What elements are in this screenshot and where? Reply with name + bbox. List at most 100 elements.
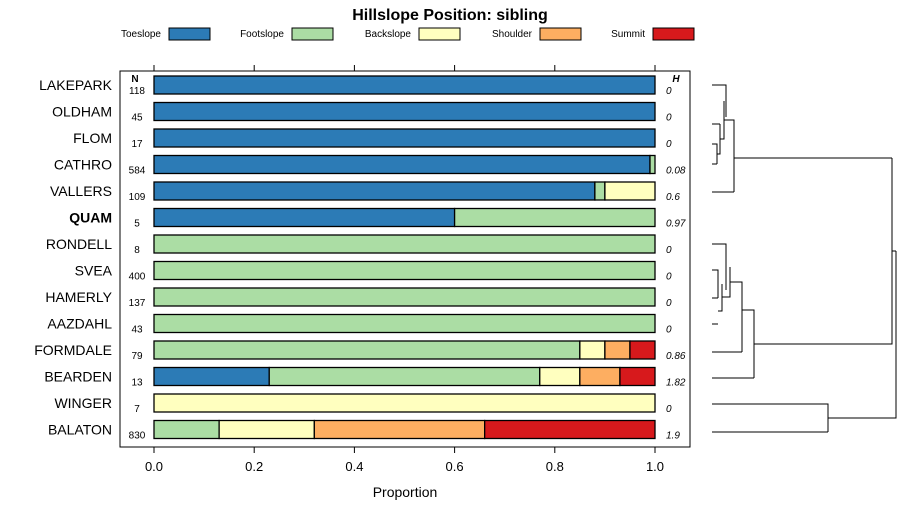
x-tick-label: 0.8 — [546, 459, 564, 474]
row-label: OLDHAM — [52, 104, 112, 120]
bar-segment-footslope — [594, 181, 606, 201]
row-label: FLOM — [73, 130, 112, 146]
row-h: 0 — [666, 298, 672, 309]
row-n: 830 — [129, 431, 146, 442]
row-label: BALATON — [48, 422, 112, 438]
bar-segment-footslope — [153, 340, 581, 360]
legend-label-backslope: Backslope — [365, 29, 412, 40]
row-vallers: VALLERS 109 0.6 — [50, 181, 680, 203]
row-label: AAZDAHL — [47, 316, 112, 332]
dendrogram — [712, 84, 897, 433]
dendrogram-branches — [712, 84, 897, 433]
h-column-header: H — [672, 74, 680, 85]
bar-segment-toeslope — [153, 154, 651, 175]
bar-segment-footslope — [453, 207, 656, 228]
row-n: 79 — [131, 351, 143, 362]
bar-segment-footslope — [153, 260, 656, 281]
x-axis: 0.0 0.2 0.4 0.6 0.8 1.0 — [145, 65, 664, 474]
row-svea: SVEA 400 0 — [75, 260, 672, 283]
row-n: 43 — [131, 325, 143, 336]
bar-segment-toeslope — [153, 128, 656, 148]
row-h: 0 — [666, 404, 672, 415]
bar-segment-shoulder — [579, 366, 621, 387]
x-tick-label: 0.4 — [345, 459, 363, 474]
row-label: FORMDALE — [34, 342, 112, 358]
row-h: 0.86 — [666, 351, 686, 362]
row-n: 45 — [131, 113, 143, 124]
row-n: 118 — [129, 86, 145, 97]
chart-title: Hillslope Position: sibling — [352, 7, 548, 24]
x-tick-label: 1.0 — [646, 459, 664, 474]
row-n: 400 — [129, 272, 146, 283]
bar-segment-footslope — [153, 419, 220, 440]
row-h: 0.6 — [666, 192, 680, 203]
bar-segment-toeslope — [153, 101, 656, 122]
bar-segment-summit — [629, 340, 656, 360]
legend-label-toeslope: Toeslope — [121, 29, 161, 40]
row-n: 13 — [131, 378, 143, 389]
row-label: LAKEPARK — [39, 77, 113, 93]
bar-segment-footslope — [153, 313, 656, 334]
row-h: 0 — [666, 325, 672, 336]
legend-swatch-footslope — [291, 27, 334, 41]
row-flom: FLOM 17 0 — [73, 128, 672, 150]
row-n: 5 — [134, 219, 140, 230]
row-hamerly: HAMERLY 137 0 — [45, 287, 672, 309]
row-n: 584 — [129, 166, 146, 177]
row-n: 109 — [129, 192, 146, 203]
row-h: 0 — [666, 139, 672, 150]
bar-segment-backslope — [539, 366, 581, 387]
bar-segment-footslope — [268, 366, 541, 387]
bar-segment-toeslope — [153, 181, 596, 201]
bar-segment-shoulder — [313, 419, 486, 440]
row-h: 0 — [666, 245, 672, 256]
row-h: 1.9 — [666, 431, 680, 442]
row-quam: QUAM 5 0.97 — [69, 207, 686, 230]
bar-rows: LAKEPARK 118 0 OLDHAM 45 0 FLOM 17 0 CATHRO 584 0.0… — [34, 75, 686, 442]
bar-segment-backslope — [153, 393, 656, 413]
row-label: QUAM — [69, 210, 112, 226]
x-tick-label: 0.2 — [245, 459, 263, 474]
legend-label-summit: Summit — [611, 29, 645, 40]
legend-swatch-toeslope — [168, 27, 211, 41]
row-label: CATHRO — [54, 157, 112, 173]
row-n: 137 — [129, 298, 146, 309]
x-axis-label: Proportion — [373, 484, 438, 500]
row-n: 8 — [134, 245, 140, 256]
bar-segment-backslope — [218, 419, 315, 440]
row-rondell: RONDELL 8 0 — [46, 234, 672, 256]
bar-segment-toeslope — [153, 207, 456, 228]
row-h: 0 — [666, 113, 672, 124]
row-h: 0 — [666, 86, 672, 97]
x-tick-label: 0.6 — [446, 459, 464, 474]
row-label: WINGER — [54, 395, 112, 411]
bar-segment-footslope — [649, 154, 656, 175]
n-column-header: N — [131, 74, 138, 85]
legend-label-footslope: Footslope — [240, 29, 284, 40]
row-label: SVEA — [75, 263, 113, 279]
legend: Toeslope Footslope Backslope Shoulder Summit — [121, 27, 695, 41]
row-bearden: BEARDEN 13 1.82 — [44, 366, 686, 389]
legend-label-shoulder: Shoulder — [492, 29, 533, 40]
row-lakepark: LAKEPARK 118 0 — [39, 75, 672, 97]
bar-segment-backslope — [579, 340, 606, 360]
row-label: BEARDEN — [44, 369, 112, 385]
bar-segment-footslope — [153, 287, 656, 307]
legend-swatch-backslope — [418, 27, 461, 41]
row-h: 1.82 — [666, 378, 686, 389]
plot-frame — [119, 70, 691, 448]
bar-segment-summit — [484, 419, 656, 440]
row-oldham: OLDHAM 45 0 — [52, 101, 672, 124]
bar-segment-toeslope — [153, 75, 656, 95]
legend-swatch-shoulder — [539, 27, 582, 41]
row-label: VALLERS — [50, 183, 112, 199]
row-aazdahl: AAZDAHL 43 0 — [47, 313, 672, 336]
row-h: 0.97 — [666, 219, 686, 230]
row-label: HAMERLY — [45, 289, 112, 305]
bar-segment-summit — [619, 366, 656, 387]
x-tick-label: 0.0 — [145, 459, 163, 474]
row-balaton: BALATON 830 1.9 — [48, 419, 680, 442]
row-n: 17 — [131, 139, 143, 150]
legend-swatch-summit — [652, 27, 695, 41]
bar-segment-footslope — [153, 234, 656, 254]
